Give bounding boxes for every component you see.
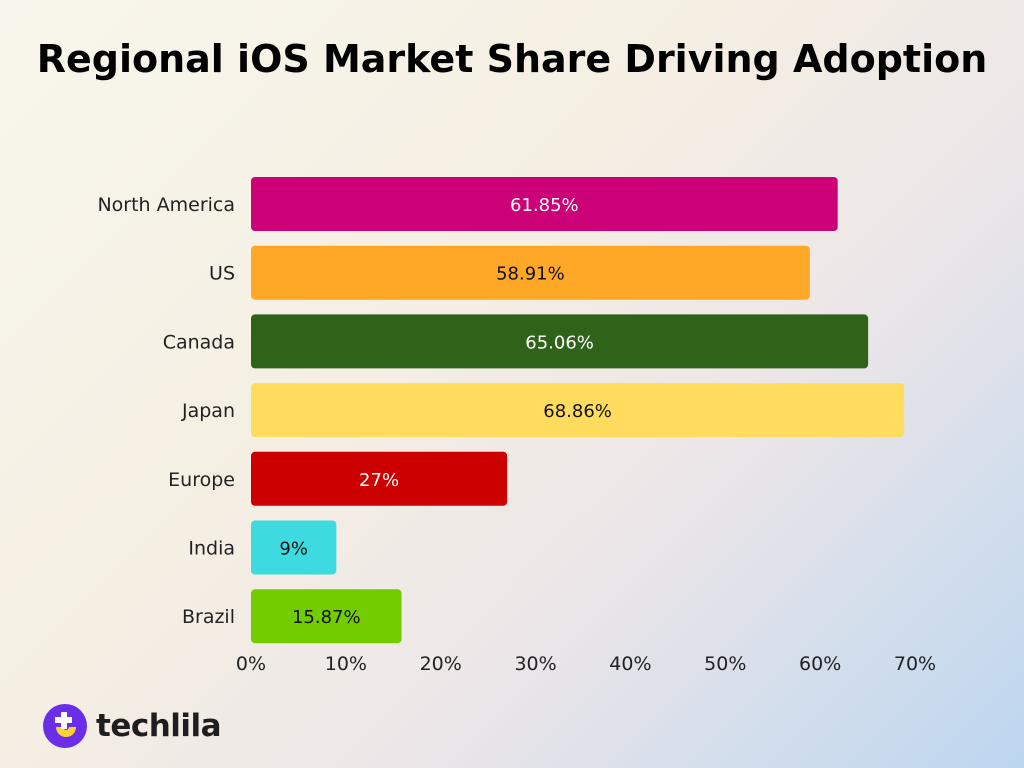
category-label: India xyxy=(188,538,235,560)
x-tick-label: 50% xyxy=(704,653,746,675)
bar-us xyxy=(251,245,810,300)
data-label: 58.91% xyxy=(496,264,565,285)
x-tick-label: 60% xyxy=(799,653,841,675)
x-tick-label: 30% xyxy=(514,653,556,675)
bar-north-america xyxy=(251,177,838,231)
data-label: 68.86% xyxy=(543,401,612,422)
bar-europe xyxy=(251,451,508,506)
category-label: Europe xyxy=(168,469,235,491)
x-tick-label: 70% xyxy=(894,653,936,675)
brand-name: techlila xyxy=(96,708,222,744)
data-label: 9% xyxy=(279,539,308,560)
category-label: US xyxy=(209,263,235,285)
data-label: 15.87% xyxy=(292,607,361,628)
data-label: 65.06% xyxy=(525,332,594,353)
bar-india xyxy=(251,520,337,575)
bar-brazil xyxy=(251,589,402,644)
data-label: 27% xyxy=(359,470,399,491)
category-label: North America xyxy=(97,194,235,216)
x-tick-label: 0% xyxy=(236,653,266,675)
bar-canada xyxy=(251,314,869,369)
bar-japan xyxy=(251,383,905,438)
chart-title: Regional iOS Market Share Driving Adopti… xyxy=(36,37,988,81)
category-label: Brazil xyxy=(182,606,235,628)
x-tick-label: 40% xyxy=(609,653,651,675)
category-label: Canada xyxy=(163,331,235,353)
category-label: Japan xyxy=(181,400,235,422)
techlila-logo-icon xyxy=(43,704,87,748)
data-label: 61.85% xyxy=(510,195,579,216)
techlila-logo: techlila xyxy=(42,703,222,749)
x-tick-label: 20% xyxy=(420,653,462,675)
x-tick-label: 10% xyxy=(325,653,367,675)
